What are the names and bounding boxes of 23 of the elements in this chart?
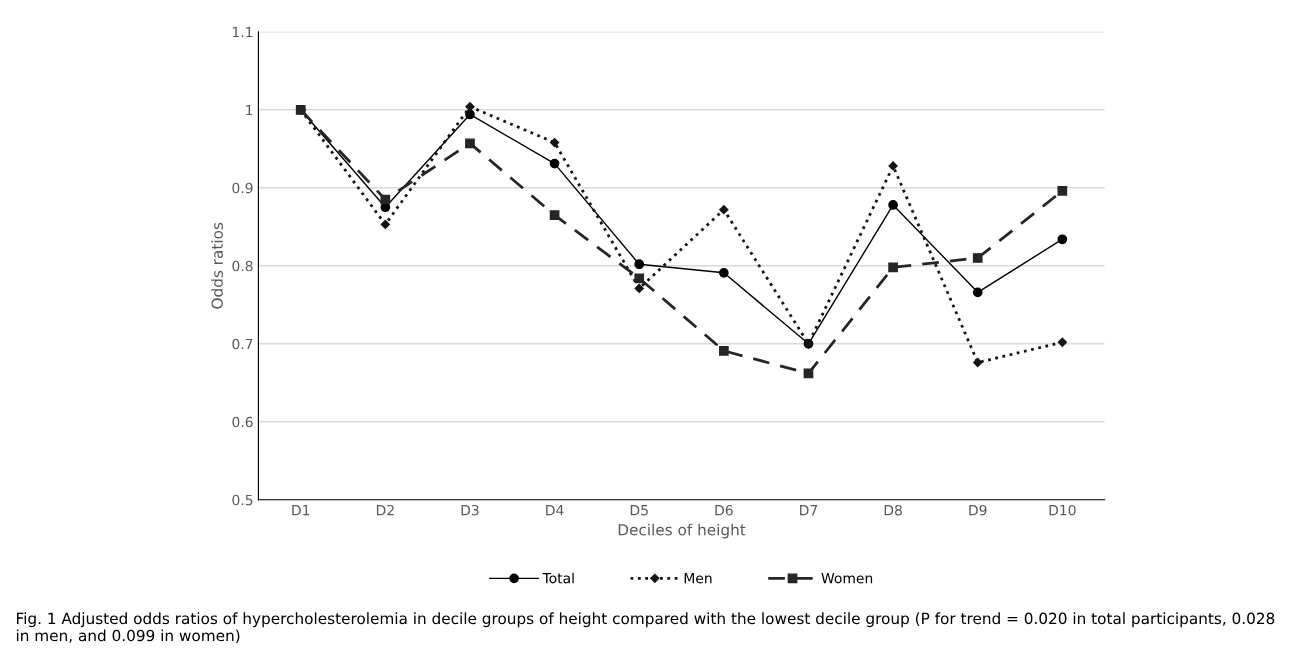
y-tick-label: 1 — [246, 104, 253, 116]
x-tick-label: D1 — [292, 505, 310, 516]
y-axis-title: Odds ratios — [211, 222, 223, 309]
x-tick-label: D8 — [884, 504, 902, 516]
y-tick-label: 0.6 — [232, 416, 253, 428]
caption: Fig. 1 Adjusted odds ratios of hypercholesterolemia in decile groups of height compared with the lowest decile group (P for trend = 0.020 in total participants, 0.028 in men, and 0.099 in women) — [16, 612, 1275, 644]
y-tick-label: 0.7 — [232, 338, 253, 350]
x-tick-label: D5 — [630, 505, 648, 516]
y-tick-label: 1.1 — [232, 26, 253, 38]
legend-label: Women — [821, 573, 873, 584]
x-tick-label: D4 — [546, 505, 564, 516]
legend-label: Men — [684, 573, 712, 584]
y-tick-label: 0.9 — [232, 182, 253, 194]
y-tick-label: 0.5 — [232, 494, 253, 506]
x-tick-label: D9 — [969, 504, 987, 516]
x-tick-label: D10 — [1049, 504, 1076, 516]
x-axis-title: Deciles of height — [618, 523, 746, 539]
legend-label: Total — [542, 572, 574, 584]
x-tick-label: D6 — [715, 504, 733, 516]
x-tick-label: D2 — [376, 504, 394, 516]
x-tick-label: D3 — [461, 504, 479, 516]
y-tick-label: 0.8 — [232, 260, 253, 272]
x-tick-label: D7 — [800, 505, 818, 516]
